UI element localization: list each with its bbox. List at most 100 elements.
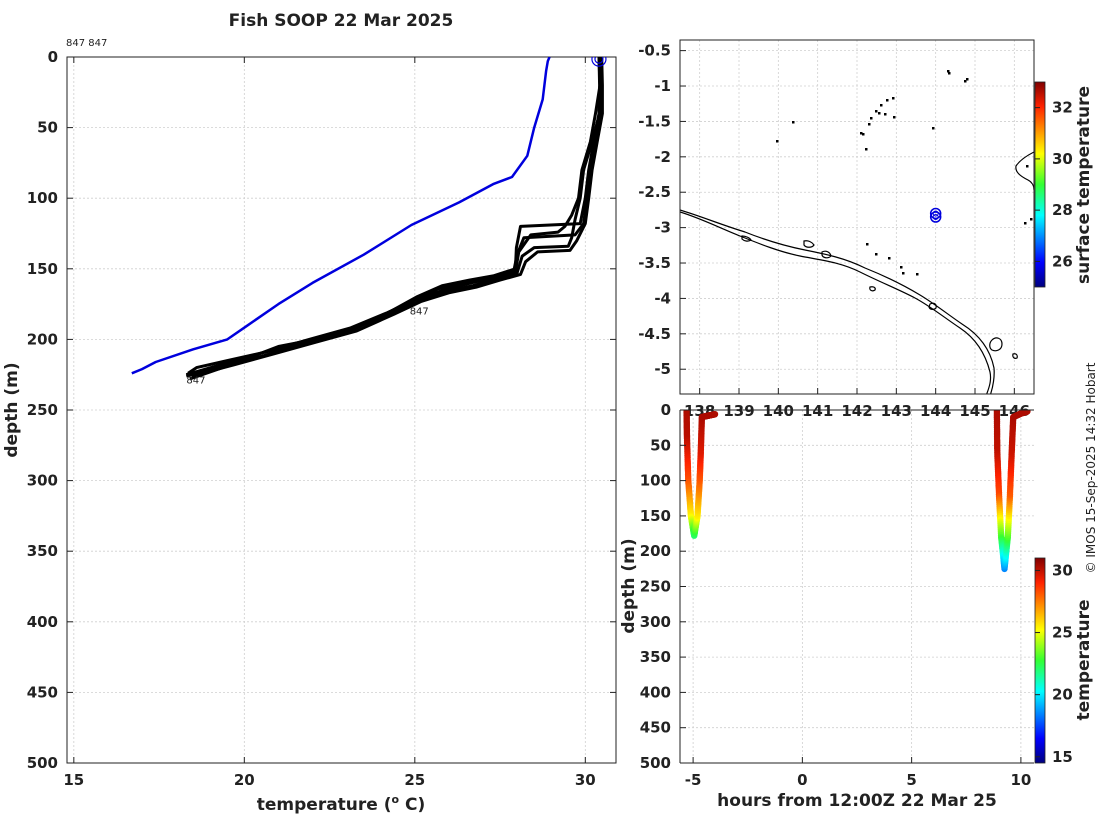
header-note: 847 847	[66, 38, 107, 49]
y-tick-label: -2	[654, 148, 671, 166]
island	[902, 272, 905, 275]
colorbar-tick-label: 26	[1052, 252, 1073, 270]
colorbar-temperature	[1034, 557, 1046, 764]
map-panel: 138 139 140 141 142 143 144 145 146-0.5-1-1.5-2-…	[638, 39, 1094, 420]
colorbar-ticks: 26 28 30 32	[1035, 99, 1073, 270]
y-tick-label: 250	[640, 578, 671, 596]
y-tick-label: 450	[640, 719, 671, 737]
x-axis-label: temperature (o C)	[257, 793, 426, 815]
start-circle-marker	[591, 57, 607, 67]
station-marker	[932, 214, 939, 220]
colorbar-tick-label: 30	[1052, 561, 1073, 579]
island	[884, 113, 887, 116]
y-tick-label: 300	[27, 472, 58, 490]
x-tick-label: 145	[959, 402, 990, 420]
x-tick-label: 142	[841, 402, 872, 420]
y-tick-label: -5	[654, 360, 671, 378]
island	[875, 110, 878, 113]
y-tick-label: 150	[640, 507, 671, 525]
coastline	[680, 151, 1034, 394]
island	[821, 250, 832, 259]
series-climatology	[131, 57, 551, 375]
y-tick-label: 0	[661, 401, 671, 419]
chart-title: Fish SOOP 22 Mar 2025	[229, 11, 454, 31]
y-axis-label: depth (m)	[2, 362, 22, 457]
colorbar-tick-label: 28	[1052, 201, 1073, 219]
y-tick-label: -3.5	[638, 254, 671, 272]
x-axis-label: hours from 12:00Z 22 Mar 25	[717, 791, 997, 811]
island	[878, 112, 881, 115]
profile-panel: Fish SOOP 22 Mar 2025 847 847 15 20 25 3005…	[2, 11, 617, 815]
y-tick-label: -1	[654, 77, 671, 95]
start-circle-marker	[594, 57, 604, 64]
y-tick-label: 100	[27, 189, 58, 207]
y-tick-label: 50	[37, 119, 58, 137]
island	[916, 273, 919, 276]
colorbar-tick-label: 15	[1052, 748, 1073, 766]
island	[989, 337, 1003, 352]
x-tick-label: 10	[1010, 771, 1031, 789]
y-tick-label: -0.5	[638, 42, 671, 60]
y-tick-label: 100	[640, 472, 671, 490]
x-tick-label: 139	[723, 402, 754, 420]
y-tick-label: -1.5	[638, 112, 671, 130]
profile-label: 847	[186, 376, 205, 387]
grid	[680, 409, 1034, 764]
y-tick-label: 400	[27, 613, 58, 631]
island	[1030, 218, 1033, 221]
x-tick-label: 144	[920, 402, 951, 420]
series-profile-4	[191, 57, 604, 378]
cast-point	[711, 411, 719, 418]
colorbar-tick-label: 25	[1052, 624, 1073, 642]
island-dots	[776, 70, 1033, 276]
island	[866, 243, 869, 246]
y-tick-label: 350	[27, 542, 58, 560]
series-profile-5	[185, 57, 602, 377]
axis-ticks: 138 139 140 141 142 143 144 145 146-0.5-1-1.5-2-…	[638, 42, 1030, 420]
x-tick-label: 15	[63, 771, 84, 789]
coastline-inner	[680, 209, 995, 394]
y-tick-label: 250	[27, 401, 58, 419]
island	[869, 286, 876, 292]
island	[868, 123, 871, 126]
island	[1026, 165, 1029, 168]
x-tick-label: 143	[881, 402, 912, 420]
island	[893, 116, 896, 119]
island	[792, 121, 795, 124]
y-tick-label: 200	[27, 330, 58, 348]
cast-points	[683, 410, 1031, 573]
island	[862, 133, 865, 136]
y-tick-label: 450	[27, 683, 58, 701]
y-tick-label: 350	[640, 648, 671, 666]
island	[900, 266, 903, 269]
island	[860, 132, 863, 135]
y-tick-label: 0	[48, 48, 58, 66]
island	[880, 104, 883, 107]
series-group	[131, 57, 607, 381]
island	[932, 127, 935, 130]
island	[1012, 353, 1018, 359]
x-tick-label: 25	[404, 771, 425, 789]
x-tick-label: 30	[575, 771, 596, 789]
station-markers	[929, 207, 942, 223]
colorbar-surface-temp	[1034, 81, 1046, 288]
island	[948, 72, 951, 75]
cast-point	[1024, 410, 1031, 415]
y-axis-label: depth (m)	[619, 538, 639, 633]
station-marker	[929, 211, 942, 223]
profile-label: 847	[410, 306, 429, 317]
y-tick-label: 500	[640, 754, 671, 772]
island	[875, 253, 878, 256]
coastline-outer	[680, 211, 992, 394]
island	[803, 240, 815, 248]
x-tick-label: 5	[906, 771, 916, 789]
x-tick-label: 0	[797, 771, 807, 789]
station-marker	[929, 207, 942, 220]
y-tick-label: -4.5	[638, 325, 671, 343]
y-tick-label: 150	[27, 260, 58, 278]
island	[966, 78, 969, 81]
series-profile-3	[189, 57, 602, 381]
